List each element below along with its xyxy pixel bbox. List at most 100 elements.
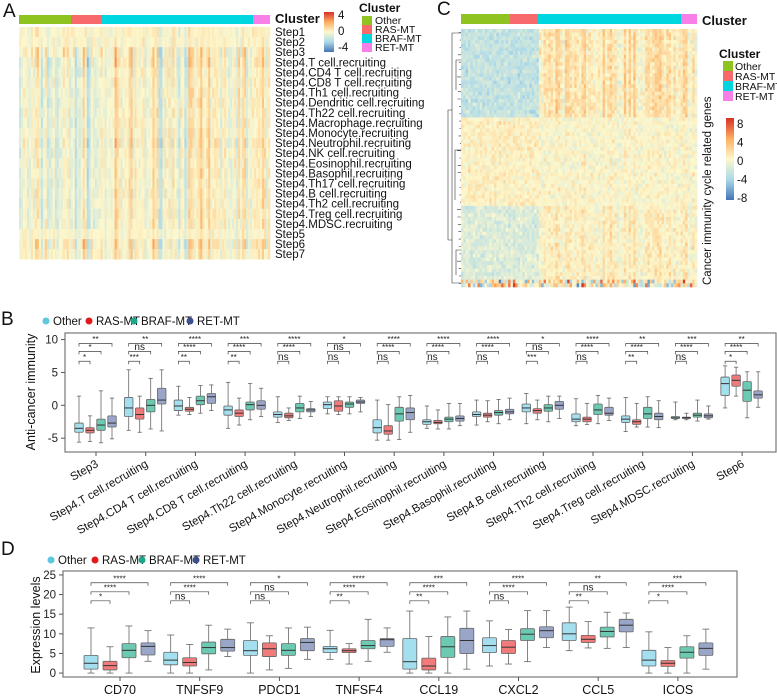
heatmap-cell xyxy=(104,158,107,169)
heatmap-cell xyxy=(56,229,60,240)
heatmap-cell xyxy=(212,77,215,88)
heatmap-cell xyxy=(489,62,492,67)
heatmap-cell xyxy=(675,84,679,89)
heatmap-cell xyxy=(48,97,52,108)
heatmap-cell xyxy=(46,229,50,240)
heatmap-cell xyxy=(256,97,259,108)
heatmap-cell xyxy=(50,67,54,78)
heatmap-cell xyxy=(468,99,471,104)
heatmap-cell xyxy=(172,57,175,68)
heatmap-cell xyxy=(472,51,476,56)
heatmap-cell xyxy=(522,99,526,104)
heatmap-cell xyxy=(647,84,651,89)
heatmap-cell xyxy=(19,208,22,220)
heatmap-cell xyxy=(250,117,253,129)
heatmap-cell xyxy=(38,117,42,129)
heatmap-cell xyxy=(40,128,44,139)
heatmap-cell xyxy=(208,128,211,139)
heatmap-cell xyxy=(78,57,82,68)
heatmap-cell xyxy=(136,188,139,199)
heatmap-cell xyxy=(663,43,667,48)
heatmap-cell xyxy=(98,117,101,129)
heatmap-cell xyxy=(675,69,679,74)
heatmap-cell xyxy=(20,107,24,119)
heatmap-cell xyxy=(114,107,117,119)
heatmap-cell xyxy=(621,69,625,74)
heatmap-cell xyxy=(640,51,644,56)
heatmap-cell xyxy=(649,29,653,33)
heatmap-cell xyxy=(574,65,577,70)
heatmap-cell xyxy=(616,62,620,67)
heatmap-cell xyxy=(567,84,570,89)
heatmap-cell xyxy=(675,51,679,56)
heatmap-cell xyxy=(136,158,139,169)
heatmap-cell xyxy=(234,37,237,48)
heatmap-cell xyxy=(154,148,157,159)
heatmap-cell xyxy=(162,229,165,240)
heatmap-cell xyxy=(30,117,34,129)
heatmap-cell xyxy=(588,80,592,85)
heatmap-cell xyxy=(96,128,99,139)
heatmap-cell xyxy=(602,54,606,59)
heatmap-cell xyxy=(252,128,255,139)
heatmap-cell xyxy=(180,158,183,169)
heatmap-cell xyxy=(116,249,119,260)
heatmap-cell xyxy=(190,37,193,48)
heatmap-cell xyxy=(238,188,241,199)
heatmap-cell xyxy=(501,58,504,63)
heatmap-cell xyxy=(60,249,64,260)
heatmap-cell xyxy=(68,117,72,129)
heatmap-cell xyxy=(534,43,537,48)
heatmap-cell xyxy=(60,229,64,240)
heatmap-cell xyxy=(194,77,197,88)
heatmap-cell xyxy=(40,67,44,78)
heatmap-cell xyxy=(604,65,608,70)
heatmap-cell xyxy=(34,178,38,189)
heatmap-cell xyxy=(68,198,72,209)
heatmap-cell xyxy=(170,208,173,220)
heatmap-cell xyxy=(204,107,207,119)
heatmap-cell xyxy=(180,178,183,189)
heatmap-cell xyxy=(550,95,554,100)
heatmap-cell xyxy=(96,37,99,48)
heatmap-cell xyxy=(82,47,86,58)
heatmap-cell xyxy=(678,32,681,37)
heatmap-cell xyxy=(170,249,173,260)
heatmap-cell xyxy=(218,148,221,159)
heatmap-cell xyxy=(494,102,497,107)
heatmap-cell xyxy=(640,73,644,78)
heatmap-cell xyxy=(176,168,179,179)
heatmap-cell xyxy=(475,40,478,45)
heatmap-cell xyxy=(609,54,613,59)
heatmap-cell xyxy=(230,208,233,220)
heatmap-cell xyxy=(656,54,660,59)
heatmap-cell xyxy=(576,58,580,63)
heatmap-cell xyxy=(545,40,549,45)
heatmap-cell xyxy=(482,65,485,70)
heatmap-cell xyxy=(80,97,84,108)
heatmap-cell xyxy=(673,29,677,33)
heatmap-cell xyxy=(138,249,141,260)
heatmap-cell xyxy=(635,43,639,48)
heatmap-cell xyxy=(142,148,145,159)
heatmap-cell xyxy=(600,99,603,104)
heatmap-cell xyxy=(642,65,646,70)
heatmap-cell xyxy=(659,65,662,70)
heatmap-cell xyxy=(604,54,608,59)
heatmap-cell xyxy=(562,40,566,45)
heatmap-cell xyxy=(102,208,105,220)
heatmap-cell xyxy=(60,47,64,58)
heatmap-cell xyxy=(22,47,26,58)
heatmap-cell xyxy=(588,76,592,81)
heatmap-cell xyxy=(168,27,171,38)
heatmap-cell xyxy=(489,80,492,85)
heatmap-cell xyxy=(649,32,653,37)
heatmap-cell xyxy=(628,32,632,37)
heatmap-cell xyxy=(600,32,603,37)
heatmap-cell xyxy=(138,208,141,220)
heatmap-cell xyxy=(150,218,153,230)
heatmap-cell xyxy=(562,36,566,41)
heatmap-cell xyxy=(128,117,131,129)
heatmap-cell xyxy=(517,80,521,85)
heatmap-cell xyxy=(22,97,26,108)
